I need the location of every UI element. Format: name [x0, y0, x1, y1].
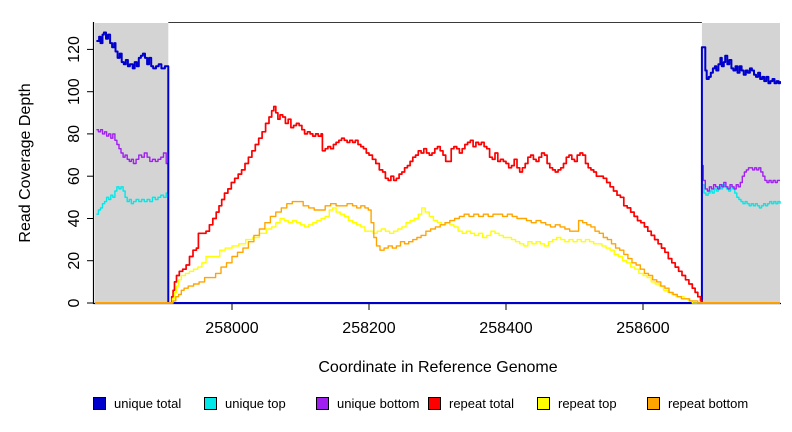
- x-tick-label: 258600: [616, 320, 669, 337]
- y-tick-label: 80: [66, 125, 83, 143]
- y-axis-title: Read Coverage Depth: [17, 83, 34, 243]
- legend-item-repeat-top: repeat top: [537, 396, 617, 411]
- legend-label: repeat total: [449, 396, 515, 411]
- series-line-unique-bottom: [96, 129, 780, 304]
- legend-item-unique-total: unique total: [93, 396, 181, 411]
- x-axis-title: Coordinate in Reference Genome: [318, 359, 558, 376]
- legend-swatch-unique-total: [93, 397, 106, 410]
- series-line-repeat-total: [95, 105, 780, 304]
- legend-item-repeat-total: repeat total: [428, 396, 514, 411]
- legend-swatch-unique-top: [204, 397, 217, 410]
- x-tick-label: 258000: [205, 320, 258, 337]
- y-tick-label: 40: [66, 210, 83, 228]
- y-tick-label: 120: [66, 36, 83, 63]
- legend-label: repeat top: [558, 396, 617, 411]
- legend-label: repeat bottom: [668, 396, 749, 411]
- left-flank-shaded-region: [95, 23, 169, 303]
- legend-swatch-repeat-bottom: [647, 397, 660, 410]
- legend: unique total unique top unique bottom repea…: [0, 396, 792, 418]
- legend-label: unique total: [114, 396, 182, 411]
- legend-swatch-repeat-total: [428, 397, 441, 410]
- x-tick-label: 258200: [342, 320, 395, 337]
- legend-item-unique-top: unique top: [204, 396, 286, 411]
- legend-item-repeat-bottom: repeat bottom: [647, 396, 748, 411]
- series-line-repeat-top: [95, 207, 780, 304]
- y-tick-label: 0: [66, 298, 83, 307]
- y-tick-label: 60: [66, 167, 83, 185]
- y-tick-label: 20: [66, 252, 83, 270]
- legend-item-unique-bottom: unique bottom: [316, 396, 419, 411]
- legend-label: unique top: [225, 396, 286, 411]
- legend-label: unique bottom: [337, 396, 420, 411]
- legend-swatch-repeat-top: [537, 397, 550, 410]
- right-flank-shaded-region: [701, 23, 780, 303]
- y-tick-label: 100: [66, 78, 83, 105]
- series-line-repeat-bottom: [95, 200, 780, 304]
- legend-swatch-unique-bottom: [316, 397, 329, 410]
- series-line-unique-total: [96, 31, 781, 304]
- x-tick-label: 258400: [479, 320, 532, 337]
- series-line-unique-top: [96, 184, 781, 304]
